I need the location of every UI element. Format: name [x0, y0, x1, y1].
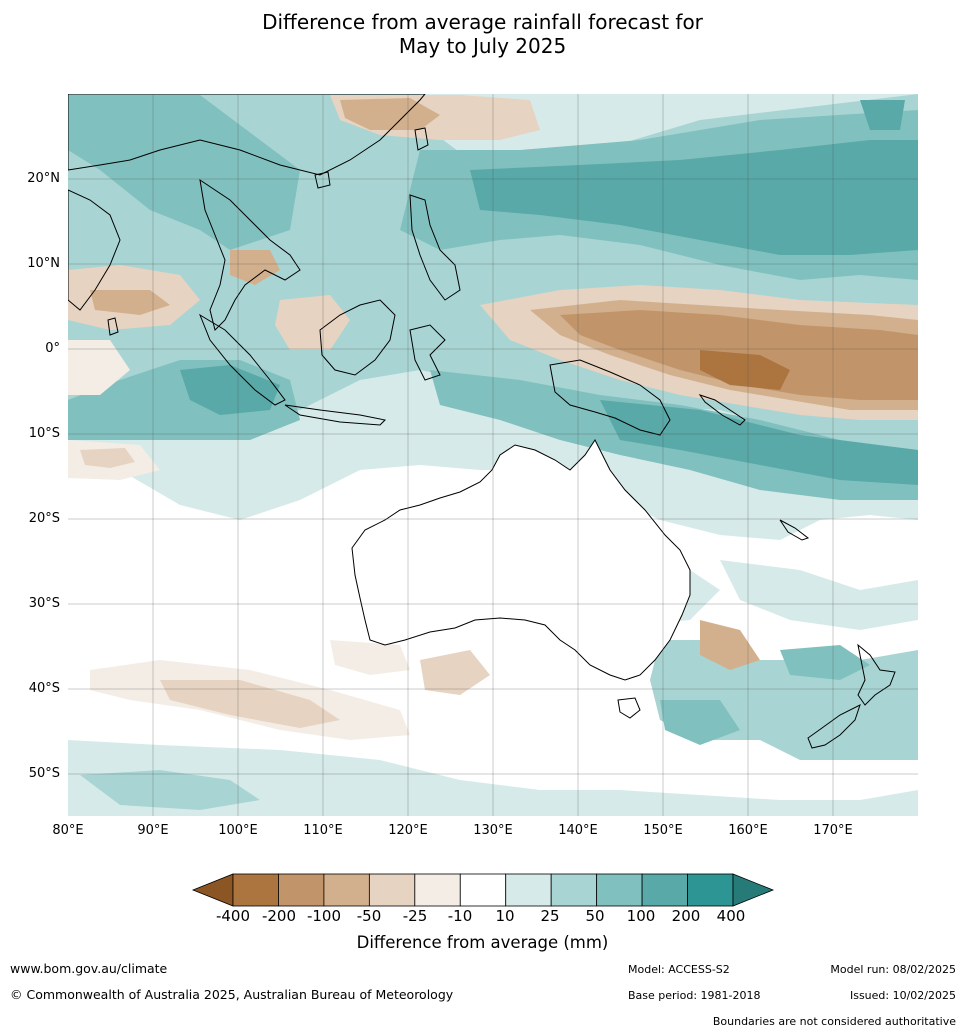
new-zealand-north — [857, 643, 896, 706]
java — [284, 404, 387, 426]
india — [68, 189, 121, 311]
colorbar-cell — [641, 873, 688, 907]
new-caledonia — [779, 519, 810, 541]
gridlines — [68, 94, 918, 816]
colorbar-tick: 50 — [585, 907, 605, 925]
colorbar — [191, 873, 775, 907]
colorbar-cell — [550, 873, 598, 907]
lat-label: 30°S — [28, 596, 60, 611]
lon-label: 170°E — [813, 823, 853, 838]
colorbar-high-extension — [732, 873, 775, 907]
indochina — [199, 178, 301, 331]
colorbar-tick: 200 — [671, 907, 701, 925]
colorbar-cell — [596, 873, 643, 907]
asia-mainland — [68, 94, 426, 176]
footer-copyright: © Commonwealth of Australia 2025, Austra… — [10, 987, 454, 1002]
solomon-islands — [698, 394, 746, 426]
lat-label: 50°S — [28, 766, 60, 781]
lat-label: 20°S — [28, 511, 60, 526]
colorbar-tick: 400 — [716, 907, 746, 925]
colorbar-cell — [278, 873, 325, 907]
new-guinea — [549, 359, 671, 436]
colorbar-cell — [414, 873, 461, 907]
map-plot-area — [68, 94, 918, 816]
colorbar-tick: 100 — [626, 907, 656, 925]
sulawesi — [409, 324, 446, 381]
lon-label: 160°E — [728, 823, 768, 838]
sri-lanka — [107, 317, 119, 336]
lon-label: 80°E — [52, 823, 84, 838]
lat-label: 10°S — [28, 426, 60, 441]
colorbar-tick: -200 — [261, 907, 297, 925]
lat-label: 10°N — [27, 256, 60, 271]
colorbar-cell — [232, 873, 279, 907]
colorbar-cell — [459, 873, 507, 907]
colorbar-tick: -400 — [215, 907, 251, 925]
lon-label: 120°E — [388, 823, 428, 838]
lon-label: 150°E — [643, 823, 683, 838]
lon-label: 90°E — [137, 823, 169, 838]
colorbar-cell — [323, 873, 370, 907]
australia-land — [351, 439, 691, 681]
footer-website: www.bom.gov.au/climate — [10, 961, 168, 976]
tasmania-land — [617, 697, 641, 719]
title-line-1: Difference from average rainfall forecas… — [262, 10, 703, 34]
colorbar-cell — [687, 873, 734, 907]
footer-model: Model: ACCESS-S2 — [628, 963, 730, 976]
colorbar-tick: -100 — [306, 907, 342, 925]
colorbar-title: Difference from average (mm) — [356, 933, 609, 952]
lon-label: 110°E — [303, 823, 343, 838]
lon-label: 100°E — [218, 823, 258, 838]
map-title: Difference from average rainfall forecas… — [0, 10, 965, 58]
borneo — [319, 299, 396, 376]
colorbar-cell — [368, 873, 416, 907]
new-zealand-south — [807, 704, 861, 749]
title-line-2: May to July 2025 — [398, 34, 567, 58]
lon-label: 130°E — [473, 823, 513, 838]
footer-boundaries: Boundaries are not considered authoritat… — [712, 1015, 956, 1028]
footer-issued: Issued: 10/02/2025 — [849, 989, 956, 1002]
hainan — [314, 171, 331, 189]
philippines — [409, 194, 461, 301]
lat-label: 20°N — [27, 171, 60, 186]
footer-base-period: Base period: 1981-2018 — [628, 989, 761, 1002]
taiwan — [414, 127, 429, 151]
colorbar-cell — [505, 873, 552, 907]
colorbar-low-extension — [191, 873, 234, 907]
colorbar-tick: -25 — [402, 907, 428, 925]
lat-label: 0° — [45, 341, 60, 356]
footer-model-run: Model run: 08/02/2025 — [830, 963, 956, 976]
colorbar-tick: 10 — [495, 907, 515, 925]
colorbar-tick: -50 — [356, 907, 382, 925]
colorbar-tick: 25 — [540, 907, 560, 925]
lat-label: 40°S — [28, 681, 60, 696]
colorbar-tick: -10 — [447, 907, 473, 925]
sumatra — [198, 313, 286, 406]
lon-label: 140°E — [558, 823, 598, 838]
